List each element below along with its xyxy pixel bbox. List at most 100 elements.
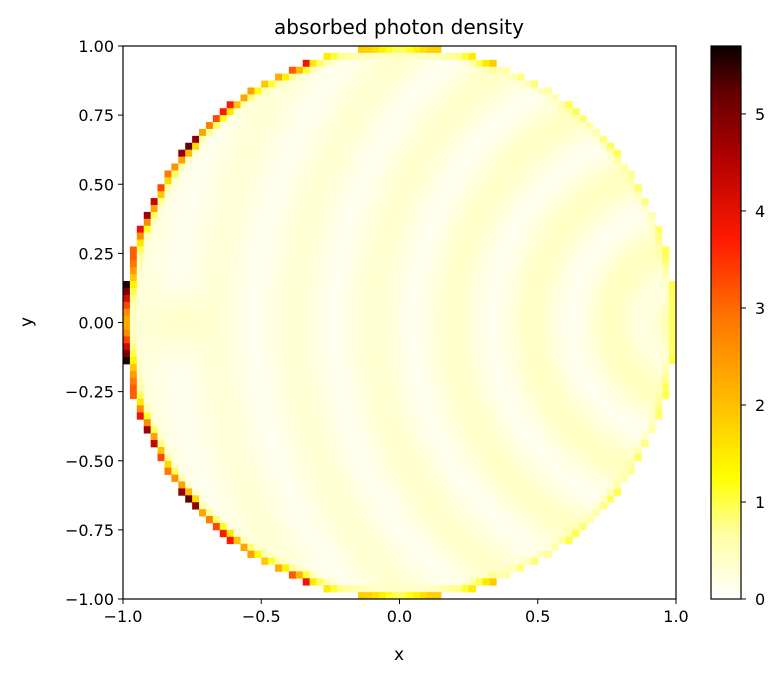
heatmap-cell: [302, 163, 311, 171]
heatmap-cell: [558, 488, 566, 496]
heatmap-cell: [399, 370, 407, 379]
heatmap-cell: [468, 239, 476, 247]
heatmap-cell: [323, 281, 331, 289]
heatmap-cell: [123, 308, 131, 316]
heatmap-cell: [461, 315, 470, 323]
heatmap-cell: [219, 294, 228, 303]
heatmap-cell: [205, 377, 214, 386]
heatmap-cell: [510, 426, 518, 434]
heatmap-cell: [434, 377, 442, 386]
heatmap-cell: [572, 377, 580, 386]
heatmap-cell: [378, 377, 387, 386]
heatmap-cell: [254, 163, 262, 171]
heatmap-cell: [351, 184, 359, 192]
heatmap-cell: [510, 405, 518, 413]
heatmap-cell: [420, 218, 428, 227]
heatmap-cell: [364, 274, 373, 282]
heatmap-cell: [378, 433, 387, 441]
heatmap-cell: [199, 163, 207, 171]
heatmap-cell: [164, 329, 172, 337]
heatmap-cell: [454, 287, 463, 296]
heatmap-cell: [399, 308, 407, 316]
heatmap-cell: [648, 225, 656, 234]
heatmap-cell: [510, 363, 518, 372]
heatmap-cell: [482, 301, 490, 310]
heatmap-cell: [295, 218, 304, 227]
heatmap-cell: [399, 128, 407, 137]
heatmap-cell: [489, 87, 497, 95]
heatmap-cell: [489, 287, 497, 296]
heatmap-cell: [413, 453, 421, 462]
heatmap-cell: [572, 232, 580, 240]
heatmap-cell: [358, 474, 366, 482]
heatmap-cell: [337, 128, 345, 137]
heatmap-cell: [330, 377, 338, 386]
heatmap-cell: [468, 184, 476, 192]
heatmap-cell: [295, 184, 304, 192]
heatmap-cell: [226, 301, 234, 310]
heatmap-cell: [261, 239, 269, 247]
heatmap-cell: [399, 433, 407, 441]
heatmap-cell: [523, 87, 532, 95]
heatmap-cell: [254, 191, 262, 199]
heatmap-cell: [593, 336, 601, 344]
heatmap-cell: [406, 412, 414, 420]
heatmap-cell: [378, 529, 387, 538]
heatmap-cell: [599, 398, 608, 406]
heatmap-cell: [627, 170, 635, 178]
heatmap-cell: [164, 281, 172, 289]
heatmap-cell: [302, 329, 311, 337]
heatmap-cell: [254, 516, 262, 524]
heatmap-cell: [461, 391, 470, 399]
heatmap-cell: [530, 543, 539, 552]
heatmap-cell: [613, 204, 622, 213]
heatmap-cell: [620, 398, 629, 406]
heatmap-cell: [537, 301, 546, 310]
heatmap-cell: [655, 253, 663, 261]
heatmap-cell: [185, 481, 193, 489]
heatmap-cell: [461, 115, 470, 123]
heatmap-cell: [523, 481, 532, 489]
heatmap-cell: [164, 446, 172, 455]
heatmap-cell: [530, 384, 539, 393]
heatmap-cell: [185, 363, 193, 372]
heatmap-cell: [558, 294, 566, 303]
heatmap-cell: [378, 481, 387, 489]
heatmap-cell: [226, 260, 234, 268]
heatmap-cell: [337, 211, 345, 220]
heatmap-cell: [599, 294, 608, 303]
heatmap-cell: [309, 550, 317, 558]
heatmap-cell: [261, 253, 269, 261]
heatmap-cell: [599, 377, 608, 386]
heatmap-cell: [420, 384, 428, 393]
heatmap-cell: [385, 115, 393, 123]
heatmap-cell: [129, 246, 138, 254]
heatmap-cell: [544, 481, 552, 489]
heatmap-cell: [440, 191, 449, 199]
heatmap-cell: [219, 232, 228, 240]
heatmap-cell: [364, 522, 373, 531]
heatmap-cell: [530, 253, 539, 261]
heatmap-cell: [544, 357, 552, 365]
heatmap-cell: [530, 433, 539, 441]
heatmap-cell: [399, 184, 407, 192]
heatmap-cell: [634, 267, 642, 275]
heatmap-cell: [358, 281, 366, 289]
heatmap-cell: [593, 446, 601, 455]
heatmap-cell: [648, 211, 656, 220]
heatmap-cell: [496, 246, 504, 254]
heatmap-cell: [378, 211, 387, 220]
heatmap-cell: [364, 405, 373, 413]
heatmap-cell: [406, 156, 414, 164]
heatmap-cell: [157, 398, 165, 406]
heatmap-cell: [358, 488, 366, 496]
heatmap-cell: [447, 336, 456, 344]
heatmap-cell: [634, 253, 642, 261]
heatmap-cell: [496, 529, 504, 538]
heatmap-cell: [489, 184, 497, 192]
heatmap-cell: [461, 543, 470, 552]
heatmap-cell: [171, 301, 179, 310]
heatmap-cell: [613, 253, 622, 261]
heatmap-cell: [523, 287, 532, 296]
heatmap-cell: [261, 453, 269, 462]
